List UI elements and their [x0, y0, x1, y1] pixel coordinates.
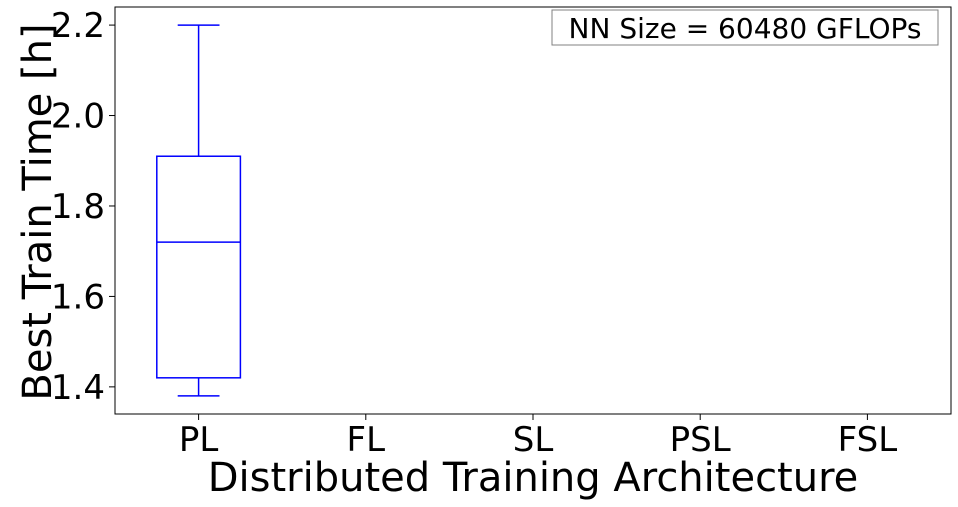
plot-area	[114, 6, 952, 415]
y-tick-label: 2.2	[51, 6, 105, 46]
x-tick-label: FSL	[838, 420, 898, 460]
x-tick-label: PL	[179, 420, 219, 460]
y-tick-label: 1.4	[51, 368, 105, 408]
x-tick-label: PSL	[670, 420, 731, 460]
y-axis-title: Best Train Time [h]	[15, 23, 61, 400]
x-tick-label: SL	[513, 420, 554, 460]
y-tick-label: 2.0	[51, 97, 105, 137]
y-axis-ticks: 1.4 1.6 1.8 2.0 2.2	[51, 6, 115, 408]
x-tick-label: FL	[347, 420, 386, 460]
box-pl	[156, 24, 242, 397]
box-series	[156, 24, 242, 397]
x-axis-title: Distributed Training Architecture	[208, 455, 859, 501]
y-tick-label: 1.8	[51, 187, 105, 227]
annotation-text: NN Size = 60480 GFLOPs	[569, 12, 922, 45]
annotation-box	[551, 9, 939, 46]
x-axis-ticks: PL FL SL PSL FSL	[179, 414, 897, 460]
y-tick-label: 1.6	[51, 277, 105, 317]
